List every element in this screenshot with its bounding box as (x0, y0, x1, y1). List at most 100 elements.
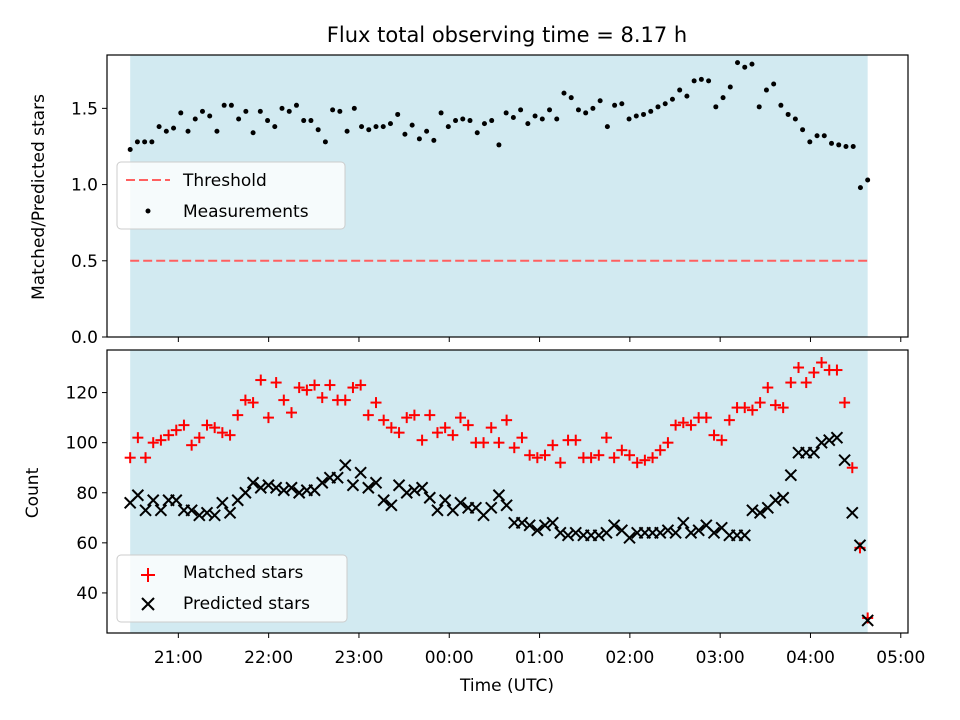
measurement-point (706, 78, 712, 84)
counts-y-axis-label: Count (23, 467, 43, 518)
predicted-star-point (193, 509, 206, 522)
matched-star-point (186, 439, 198, 451)
measurement-point (619, 101, 625, 107)
measurement-point (510, 114, 516, 120)
matched-star-point (716, 434, 728, 446)
predicted-star-point (154, 504, 168, 517)
predicted-star-stroke-b (431, 504, 444, 517)
y-tick-label: 80 (76, 484, 98, 504)
predicted-star-stroke-b (561, 529, 575, 542)
measurement-point (727, 84, 733, 90)
x-tick-label: 22:00 (244, 648, 293, 668)
matched-star-point (293, 382, 305, 394)
measurement-point (836, 142, 842, 148)
measurement-point (134, 139, 140, 145)
ratio-axes-frame (106, 54, 909, 338)
legend-measurements-label: Measurements (183, 202, 309, 222)
predicted-star-stroke-b (523, 519, 536, 532)
counts-legend-box (116, 554, 348, 623)
predicted-star-stroke-b (339, 458, 352, 472)
predicted-star-stroke-b (707, 526, 721, 540)
predicted-star-stroke-b (269, 481, 283, 494)
measurement-point (821, 133, 827, 139)
predicted-star-point (815, 436, 828, 449)
predicted-star-point (769, 494, 782, 507)
predicted-star-stroke-b (408, 484, 421, 497)
measurement-point (431, 137, 437, 143)
matched-star-point (170, 424, 182, 436)
predicted-star-point (331, 471, 344, 484)
predicted-star-point (369, 476, 383, 489)
measurement-point (554, 116, 560, 122)
matched-star-point (539, 449, 551, 461)
predicted-star-point (492, 489, 506, 502)
predicted-star-point (400, 486, 413, 499)
matched-star-point (324, 379, 336, 391)
predicted-star-point (531, 524, 544, 537)
predicted-star-stroke-b (677, 516, 690, 530)
predicted-star-stroke-b (546, 516, 559, 530)
predicted-star-stroke-b (277, 484, 291, 497)
predicted-star-point (269, 481, 283, 494)
predicted-star-point (239, 486, 252, 499)
matched-star-point (547, 439, 559, 451)
measurement-point (597, 98, 603, 104)
measurement-point (308, 118, 314, 124)
predicted-star-stroke-b (830, 431, 844, 444)
predicted-star-stroke-b (615, 524, 629, 537)
matched-star-point (224, 429, 236, 441)
counts-x-ticks: 21:00 22:00 23:00 00:00 01:00 02:00 03:00 04:00… (154, 633, 925, 668)
predicted-star-point (254, 481, 267, 494)
measurement-point (228, 102, 234, 108)
measurement-point (373, 124, 379, 130)
measurement-point (445, 124, 451, 130)
measurement-point (778, 102, 784, 108)
measurement-point (322, 139, 328, 145)
predicted-star-point (853, 539, 867, 552)
matched-star-point (608, 452, 620, 464)
matched-star-point (286, 407, 298, 419)
count-points (123, 357, 874, 627)
measurement-point (568, 95, 574, 101)
predicted-star-point (569, 526, 582, 540)
predicted-star-point (185, 504, 198, 517)
ratio-x-ticks (177, 337, 902, 342)
predicted-star-stroke-b (861, 614, 874, 627)
predicted-star-stroke-b (607, 519, 621, 532)
ratio-legend: Threshold Measurements (116, 161, 346, 230)
matched-star-point (401, 412, 413, 424)
predicted-star-point (354, 466, 367, 479)
measurement-point (265, 118, 271, 124)
predicted-star-stroke-b (692, 524, 705, 537)
measurement-point (185, 128, 191, 134)
predicted-star-stroke-b (193, 509, 206, 522)
measurement-point (279, 105, 285, 111)
matched-star-point (255, 374, 267, 386)
matched-star-point (516, 432, 528, 444)
measurement-point (800, 127, 806, 133)
measurement-point (532, 113, 538, 119)
measurement-point (814, 133, 820, 139)
predicted-star-point (246, 476, 260, 489)
matched-star-point (746, 404, 758, 416)
y-tick-label: 120 (66, 384, 98, 404)
matched-star-point (355, 379, 367, 391)
predicted-star-point (147, 494, 160, 507)
measurement-point (272, 124, 278, 130)
legend-matched-label: Matched stars (183, 563, 303, 583)
y-tick-label: 1.0 (71, 176, 98, 196)
measurement-point (315, 127, 321, 133)
measurement-point (395, 111, 401, 117)
ratio-panel: 0.0 0.5 1.0 1.5 Matched/Predicted stars Thr… (29, 54, 909, 348)
x-tick-label: 23:00 (334, 648, 383, 668)
measurement-point (192, 116, 198, 122)
measurement-point (156, 124, 162, 130)
predicted-star-stroke-b (331, 471, 344, 484)
measurement-point (171, 125, 177, 131)
predicted-star-stroke-b (807, 446, 821, 459)
matched-star-point (124, 452, 136, 464)
measurement-point (720, 95, 726, 101)
measurement-point (199, 108, 205, 114)
predicted-star-point (861, 614, 874, 627)
